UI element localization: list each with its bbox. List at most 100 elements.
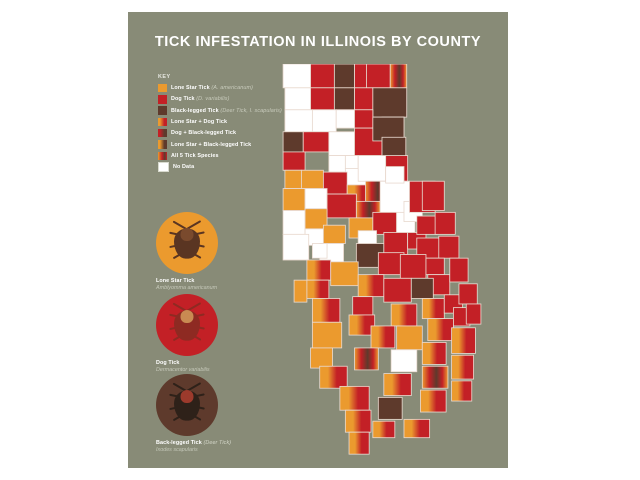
county-clinton[interactable] — [348, 314, 376, 336]
county-hamilton[interactable] — [421, 342, 447, 365]
county-pulaski[interactable] — [372, 420, 396, 439]
county-macon[interactable] — [383, 232, 409, 255]
tick-common-name: Lone Star Tick — [156, 278, 195, 284]
county-lake[interactable] — [389, 64, 408, 89]
county-jersey[interactable] — [306, 279, 330, 299]
county-union[interactable] — [344, 409, 372, 433]
county-lee[interactable] — [311, 109, 337, 133]
county-greene[interactable] — [306, 259, 332, 281]
county-randolph[interactable] — [319, 365, 348, 389]
county-alexander[interactable] — [348, 431, 370, 455]
county-saline[interactable] — [421, 365, 449, 389]
legend-item-black-legged[interactable]: Black-legged Tick (Deer Tick, I. scapula… — [158, 106, 333, 116]
county-douglas[interactable] — [416, 215, 438, 235]
county-rock-island[interactable] — [282, 131, 304, 153]
county-bond[interactable] — [352, 296, 374, 316]
legend-label: Lone Star + Black-legged Tick — [171, 141, 252, 148]
tick-common-name: Dog Tick — [156, 360, 180, 366]
illinois-county-map[interactable] — [268, 64, 496, 456]
legend-label: Lone Star Tick (A. americanum) — [171, 85, 253, 92]
county-wabash[interactable] — [465, 303, 482, 325]
county-henderson[interactable] — [284, 169, 302, 189]
legend-item-no-data[interactable]: No Data — [158, 161, 333, 173]
county-stark[interactable] — [328, 155, 346, 173]
legend-swatch-no-data — [158, 161, 169, 173]
county-white[interactable] — [451, 327, 476, 354]
county-cumberland[interactable] — [425, 257, 445, 276]
county-kendall[interactable] — [335, 109, 355, 129]
county-jo-daviess[interactable] — [282, 64, 311, 89]
legend-latin-name: (A. americanum) — [211, 85, 253, 92]
county-stephenson[interactable] — [310, 64, 335, 89]
county-edgar[interactable] — [434, 211, 456, 235]
county-hardin[interactable] — [451, 380, 473, 402]
county-massac[interactable] — [403, 418, 431, 439]
county-effingham[interactable] — [410, 277, 434, 299]
county-johnson[interactable] — [377, 396, 403, 420]
county-warren[interactable] — [300, 169, 324, 189]
county-crawford[interactable] — [449, 257, 469, 283]
county-montgomery[interactable] — [357, 274, 385, 298]
legend-item-dog[interactable]: Dog Tick (D. variabilis) — [158, 94, 333, 104]
county-putnam[interactable] — [344, 155, 359, 169]
county-madison[interactable] — [311, 298, 341, 323]
county-boone[interactable] — [354, 64, 367, 89]
county-wayne[interactable] — [427, 318, 454, 342]
legend-swatch-lonestar-dog — [158, 117, 167, 127]
legend-item-lone-star[interactable]: Lone Star Tick (A. americanum) — [158, 83, 333, 93]
county-monroe[interactable] — [310, 347, 333, 369]
county-fayette[interactable] — [383, 277, 412, 303]
county-ford[interactable] — [385, 166, 405, 184]
county-franklin[interactable] — [390, 349, 418, 373]
tick-common-name: Back-legged Tick (Deer Tick) — [156, 440, 232, 446]
county-mcdonough[interactable] — [304, 188, 328, 210]
county-bureau[interactable] — [328, 131, 355, 157]
tick-illustration-0 — [156, 212, 218, 274]
county-clay[interactable] — [421, 298, 445, 320]
tick-illustration-2 — [156, 374, 218, 436]
legend-item-lonestar-dog[interactable]: Lone Star + Dog Tick — [158, 117, 333, 127]
county-whiteside[interactable] — [284, 109, 313, 133]
county-dekalb[interactable] — [333, 87, 355, 111]
legend-label: Dog Tick (D. variabilis) — [171, 96, 230, 103]
county-pope[interactable] — [420, 389, 447, 413]
county-vermilion[interactable] — [421, 180, 445, 211]
county-adams[interactable] — [282, 210, 306, 235]
county-st-clair[interactable] — [311, 321, 343, 349]
county-mchenry[interactable] — [366, 64, 391, 89]
county-macoupin[interactable] — [330, 261, 359, 287]
county-gallatin[interactable] — [451, 354, 475, 380]
county-washington[interactable] — [370, 325, 396, 349]
county-lawrence[interactable] — [458, 283, 478, 305]
tick-illustration-1 — [156, 294, 218, 356]
county-carroll[interactable] — [284, 87, 311, 111]
county-pike[interactable] — [282, 233, 310, 261]
county-calhoun[interactable] — [293, 279, 308, 303]
legend-swatch-dog-blacklegged — [158, 129, 167, 138]
county-clark[interactable] — [438, 235, 460, 259]
county-fulton[interactable] — [326, 193, 357, 219]
county-scott[interactable] — [311, 243, 328, 259]
county-winnebago[interactable] — [333, 64, 355, 89]
county-perry[interactable] — [354, 347, 379, 371]
county-ogle[interactable] — [310, 87, 335, 111]
legend-item-all-five[interactable]: All 5 Tick Species — [158, 151, 333, 161]
county-williamson[interactable] — [383, 373, 412, 396]
county-shelby[interactable] — [399, 254, 427, 279]
county-mercer[interactable] — [282, 151, 306, 171]
county-jackson[interactable] — [339, 385, 370, 411]
county-livingston[interactable] — [357, 155, 387, 182]
tick-scientific-name: Dermacentor variabilis — [156, 366, 210, 373]
county-hancock[interactable] — [282, 188, 306, 211]
legend-latin-name: (Deer Tick, I. scapularis) — [220, 107, 282, 114]
county-dupage[interactable] — [354, 109, 374, 129]
county-cook[interactable] — [372, 87, 408, 118]
county-henry[interactable] — [302, 131, 330, 153]
county-marion[interactable] — [390, 303, 418, 327]
county-jefferson[interactable] — [396, 325, 423, 351]
legend-item-lonestar-blacklegged[interactable]: Lone Star + Black-legged Tick — [158, 139, 333, 149]
county-kane[interactable] — [354, 87, 374, 111]
legend-item-dog-blacklegged[interactable]: Dog + Black-legged Tick — [158, 128, 333, 138]
tick-icon — [156, 294, 218, 356]
county-cass[interactable] — [322, 224, 346, 244]
